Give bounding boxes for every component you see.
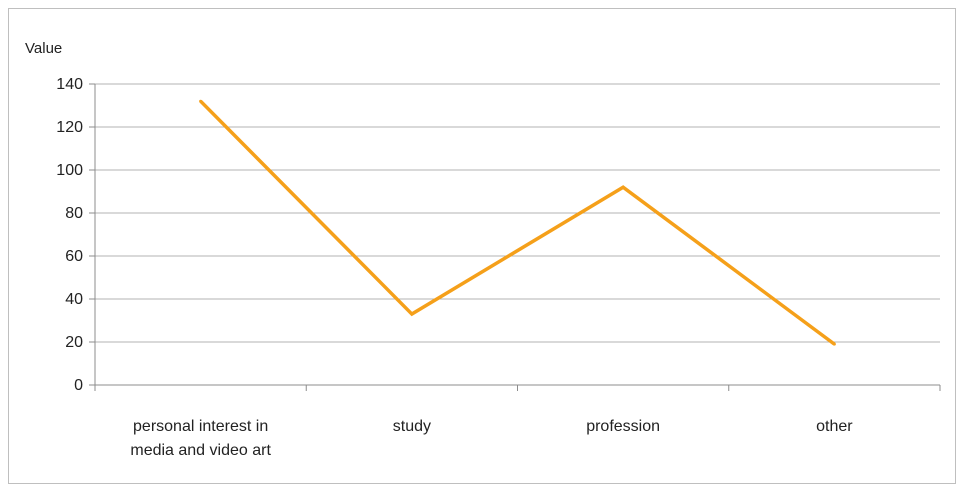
y-tick-label: 100 <box>56 162 83 179</box>
series-lines <box>199 99 836 346</box>
y-tick-label: 120 <box>56 119 83 136</box>
y-axis-ticks: 0 20 40 60 80 100 120 140 <box>56 76 95 394</box>
x-tick-label: other <box>816 418 853 435</box>
y-axis-label: Value <box>25 40 62 57</box>
data-point <box>199 99 203 103</box>
x-axis: personal interest in media and video art s… <box>94 84 941 459</box>
series-line <box>199 99 836 346</box>
data-point <box>621 185 625 189</box>
x-tick-label: personal interest in media and video art <box>130 418 271 459</box>
data-point <box>410 312 414 316</box>
y-tick-label: 80 <box>65 205 83 222</box>
gridlines <box>95 83 940 343</box>
y-tick-label: 140 <box>56 76 83 93</box>
x-tick-label: study <box>393 418 431 435</box>
chart-frame <box>8 8 956 484</box>
y-tick-label: 20 <box>65 334 83 351</box>
data-point <box>832 342 836 346</box>
y-tick-label: 0 <box>74 377 83 394</box>
x-tick-label: profession <box>586 418 660 435</box>
y-tick-label: 60 <box>65 248 83 265</box>
y-tick-label: 40 <box>65 291 83 308</box>
